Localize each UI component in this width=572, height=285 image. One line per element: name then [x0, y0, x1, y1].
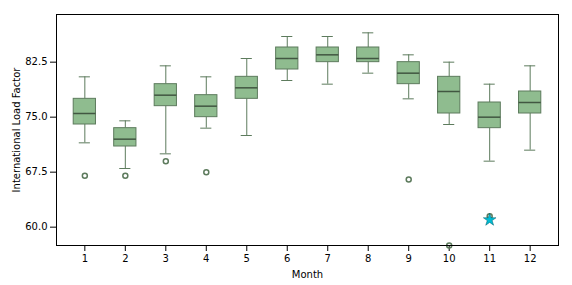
svg-text:1: 1 — [82, 253, 88, 264]
svg-text:3: 3 — [163, 253, 169, 264]
svg-text:60.0: 60.0 — [25, 221, 47, 232]
svg-text:9: 9 — [406, 253, 412, 264]
svg-text:6: 6 — [284, 253, 290, 264]
svg-text:2: 2 — [122, 253, 128, 264]
svg-text:8: 8 — [365, 253, 371, 264]
svg-text:75.0: 75.0 — [25, 111, 47, 122]
svg-text:10: 10 — [443, 253, 456, 264]
svg-text:67.5: 67.5 — [25, 166, 47, 177]
svg-text:82.5: 82.5 — [25, 56, 47, 67]
svg-text:4: 4 — [203, 253, 209, 264]
svg-text:11: 11 — [483, 253, 496, 264]
svg-text:Month: Month — [292, 269, 323, 280]
svg-text:5: 5 — [244, 253, 250, 264]
svg-text:12: 12 — [524, 253, 537, 264]
svg-text:7: 7 — [325, 253, 331, 264]
svg-text:International Load Factor: International Load Factor — [11, 67, 22, 193]
